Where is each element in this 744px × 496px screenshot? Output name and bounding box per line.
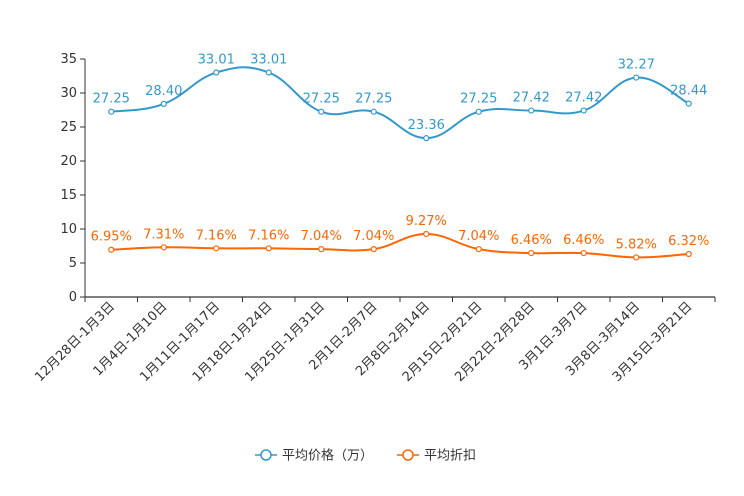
data-label: 28.44 [670,84,707,99]
y-tick-label: 35 [60,52,77,67]
legend-item-1[interactable]: 平均折扣 [397,449,476,464]
data-point[interactable] [423,230,430,238]
data-point[interactable] [318,246,325,253]
data-point[interactable] [685,100,692,107]
data-label: 6.95% [91,230,132,245]
data-point[interactable] [265,69,272,76]
data-point[interactable] [318,108,325,115]
legend-label: 平均价格（万） [282,448,373,464]
y-tick-label: 0 [69,290,77,305]
y-tick-label: 10 [60,222,77,237]
data-label: 28.40 [145,84,182,99]
data-label: 33.01 [250,53,287,68]
data-point[interactable] [475,246,482,253]
data-point[interactable] [423,135,430,142]
chart-series: 27.25 28.40 33.01 33.01 27.25 27.25 23.36 27.25… [91,53,709,261]
data-label: 7.16% [196,228,237,243]
data-point[interactable] [633,74,640,81]
data-label: 7.16% [248,228,289,243]
data-label: 9.27% [406,214,447,229]
data-point[interactable] [370,246,377,253]
legend-item-0[interactable]: 平均价格（万） [255,448,373,464]
chart-legend[interactable]: 平均价格（万） 平均折扣 [255,448,476,464]
y-tick-label: 5 [69,256,77,271]
data-point[interactable] [370,108,377,115]
data-label: 27.25 [355,92,392,107]
data-label: 7.04% [353,229,394,244]
data-label: 5.82% [616,237,657,252]
data-point[interactable] [108,108,115,115]
data-label: 23.36 [408,118,445,133]
data-point[interactable] [685,250,692,258]
data-label: 27.42 [513,91,550,106]
data-label: 33.01 [198,53,235,68]
data-label: 32.27 [618,58,655,73]
data-point[interactable] [580,107,587,114]
data-point[interactable] [213,245,220,252]
legend-label: 平均折扣 [424,449,476,464]
legend-marker [260,449,272,461]
y-tick-label: 25 [60,120,77,135]
data-label: 6.46% [563,233,604,248]
data-point[interactable] [160,244,167,251]
data-label: 27.25 [303,92,340,107]
y-tick-label: 20 [60,154,77,169]
data-label: 7.04% [301,229,342,244]
y-tick-label: 15 [60,188,77,203]
data-label: 7.04% [458,229,499,244]
data-point[interactable] [528,249,535,257]
data-label: 6.32% [668,234,709,249]
data-point[interactable] [633,254,640,261]
data-point[interactable] [160,100,167,107]
data-label: 27.25 [93,92,130,107]
data-label: 27.25 [460,92,497,107]
data-point[interactable] [265,245,272,252]
data-point[interactable] [580,249,587,257]
data-point[interactable] [528,107,535,114]
legend-marker [402,449,414,461]
y-tick-label: 30 [60,86,77,101]
data-label: 7.31% [143,227,184,242]
data-label: 27.42 [565,91,602,106]
data-point[interactable] [475,108,482,115]
data-point[interactable] [108,246,115,253]
data-label: 6.46% [511,233,552,248]
series-line-0 [111,66,690,140]
series-line-1 [111,232,689,259]
data-point[interactable] [213,69,220,76]
